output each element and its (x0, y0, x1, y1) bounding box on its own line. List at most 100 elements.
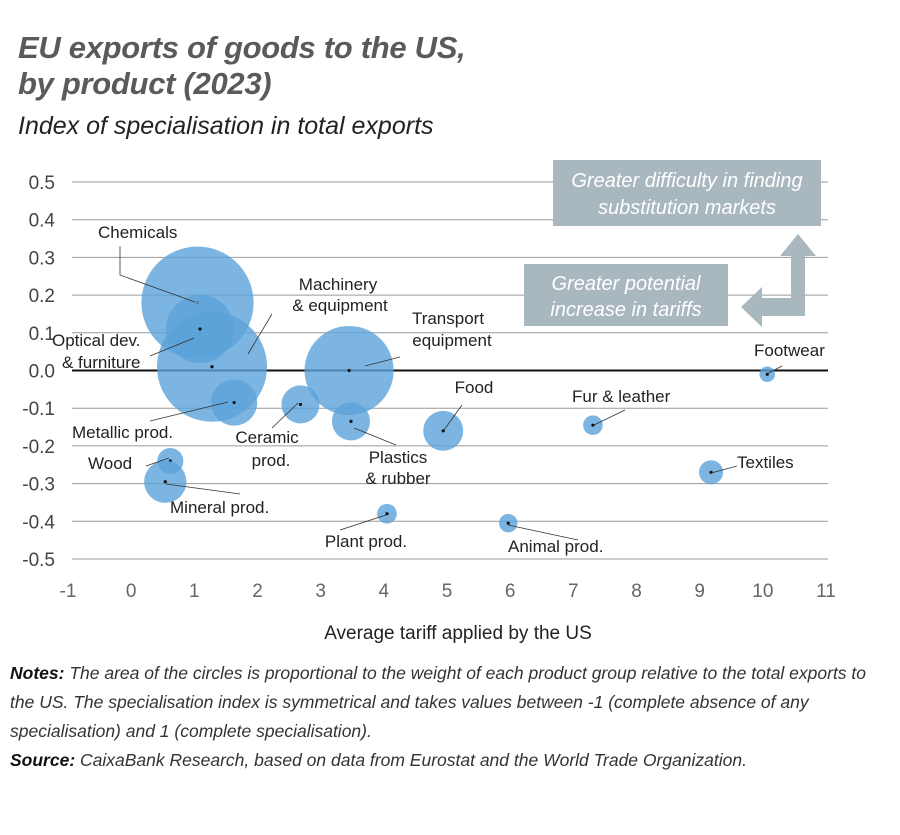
y-tick-label: 0.0 (29, 362, 55, 383)
bubble-mineral-prod- (144, 460, 187, 503)
bubble-chart: 0.5 0.4 0.3 0.2 0.1 0.0 -0.1 -0.2 -0.3 -0.4 -0.5-1… (22, 160, 836, 644)
leader-line (145, 457, 170, 467)
source-label: Source: (10, 750, 76, 770)
leader-line (443, 404, 463, 431)
leader-line (339, 514, 387, 531)
bubble-label: & furniture (62, 353, 140, 372)
leader-line (165, 483, 241, 495)
bubble-plant-prod- (377, 503, 397, 524)
bubble-center-dot (163, 480, 167, 484)
bubble-center-dot (347, 368, 351, 373)
leader-line (247, 313, 273, 355)
x-axis-label: Average tariff applied by the US (324, 623, 592, 644)
bubble-food (423, 410, 464, 451)
bubble-label: Plant prod. (325, 532, 407, 551)
bubble-center-dot (441, 429, 445, 433)
bubble-center-dot (232, 400, 236, 405)
bubble-center-dot (349, 419, 353, 423)
bubble-label: Machinery (299, 275, 378, 294)
bubble-optical-dev-furniture (165, 294, 235, 364)
y-tick-label: 0.3 (29, 248, 55, 269)
leader-line (353, 427, 397, 446)
x-tick-label: 6 (505, 581, 516, 602)
chart-title: EU exports of goods to the US, by produc… (18, 30, 466, 102)
x-tick-label: 2 (252, 581, 263, 602)
notes-label: Notes: (10, 663, 65, 683)
bubble-label: Transport (412, 309, 484, 328)
title-line-1: EU exports of goods to the US, (18, 30, 466, 65)
x-tick-label: 0 (126, 581, 137, 602)
bubble-plastics-rubber (331, 402, 371, 441)
x-tick-label: 8 (631, 581, 642, 602)
bubble-center-dot (198, 327, 202, 331)
y-tick-label: -0.4 (22, 512, 55, 533)
bubble-label: Textiles (737, 453, 794, 472)
leader-line (119, 246, 196, 303)
leader-line (271, 402, 299, 429)
x-tick-label: 7 (568, 581, 579, 602)
bubble-label: Metallic prod. (72, 423, 173, 442)
bubble-label: Optical dev. (52, 331, 141, 350)
x-tick-label: 3 (315, 581, 326, 602)
leader-line (766, 365, 783, 375)
bubble-metallic-prod- (211, 379, 258, 426)
notes: Notes: The area of the circles is propor… (10, 659, 890, 775)
annotation-bottom-text: Greater potential (552, 273, 702, 295)
y-tick-label: -0.5 (22, 550, 55, 571)
leader-line (149, 337, 195, 357)
leader-line (710, 465, 738, 474)
notes-text: The area of the circles is proportional … (10, 663, 867, 741)
title-line-2: by product (2023) (18, 66, 272, 101)
x-tick-label: 10 (752, 581, 773, 602)
bubble-label: Ceramic (235, 428, 299, 447)
y-tick-label: 0.1 (29, 324, 55, 345)
annotation-top-text: Greater difficulty in finding (571, 170, 802, 192)
leader-line (507, 524, 579, 541)
x-tick-label: 11 (816, 581, 836, 602)
elbow-arrow-icon (741, 234, 816, 327)
y-tick-label: 0.4 (29, 211, 56, 232)
annotation-box-top (553, 160, 821, 226)
annotation-bottom-text: increase in tariffs (550, 299, 701, 321)
x-tick-label: 4 (379, 581, 390, 602)
annotation-box-bottom (524, 264, 728, 326)
bubble-label: Animal prod. (508, 537, 603, 556)
bubble-center-dot (385, 512, 389, 516)
bubble-label: Wood (88, 454, 132, 473)
y-tick-label: 0.2 (29, 286, 55, 307)
leader-line (149, 401, 229, 422)
bubble-label: Plastics (369, 448, 428, 467)
bubble-label: & equipment (292, 296, 388, 315)
y-tick-label: -0.2 (22, 437, 55, 458)
bubble-ceramic-prod- (281, 385, 320, 424)
bubble-label: Footwear (754, 341, 825, 360)
bubble-label: Chemicals (98, 223, 177, 242)
bubble-center-dot (591, 423, 595, 427)
x-tick-label: -1 (60, 581, 77, 602)
x-tick-label: 9 (694, 581, 705, 602)
bubble-fur-leather (583, 415, 603, 436)
x-tick-label: 5 (442, 581, 453, 602)
bubble-animal-prod- (499, 513, 518, 533)
bubble-center-dot (210, 365, 214, 369)
x-tick-label: 1 (189, 581, 200, 602)
bubble-textiles (698, 460, 724, 485)
annotation-top-text: substitution markets (598, 197, 776, 219)
bubble-center-dot (298, 402, 303, 407)
bubble-transport-equipment (304, 325, 394, 416)
bubble-label: Food (455, 378, 494, 397)
bubble-label: Fur & leather (572, 387, 671, 406)
bubble-label: & rubber (365, 469, 431, 488)
source-text: CaixaBank Research, based on data from E… (75, 750, 747, 770)
bubble-label: equipment (412, 331, 492, 350)
chart-subtitle: Index of specialisation in total exports (18, 112, 434, 140)
leader-line (593, 409, 626, 426)
bubble-label: prod. (252, 451, 291, 470)
y-tick-label: 0.5 (29, 173, 55, 194)
y-tick-label: -0.3 (22, 475, 55, 496)
y-tick-label: -0.1 (22, 399, 55, 420)
bubble-center-dot (506, 521, 510, 525)
bubble-label: Mineral prod. (170, 498, 269, 517)
leader-line (364, 356, 401, 367)
